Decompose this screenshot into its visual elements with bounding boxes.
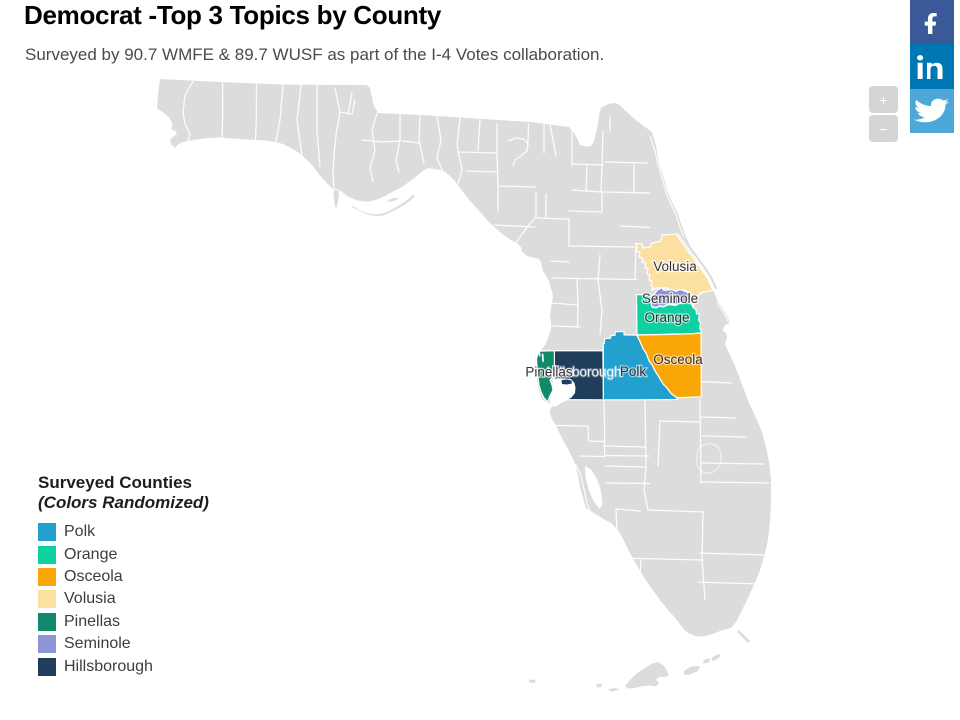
svg-text:Orange: Orange bbox=[644, 310, 689, 325]
svg-text:Hillsborough: Hillsborough bbox=[546, 365, 621, 380]
svg-text:Osceola: Osceola bbox=[653, 352, 703, 367]
svg-text:Seminole: Seminole bbox=[642, 291, 698, 306]
svg-text:Volusia: Volusia bbox=[653, 259, 697, 274]
svg-text:Polk: Polk bbox=[620, 364, 647, 379]
svg-text:Pinellas: Pinellas bbox=[525, 365, 573, 380]
